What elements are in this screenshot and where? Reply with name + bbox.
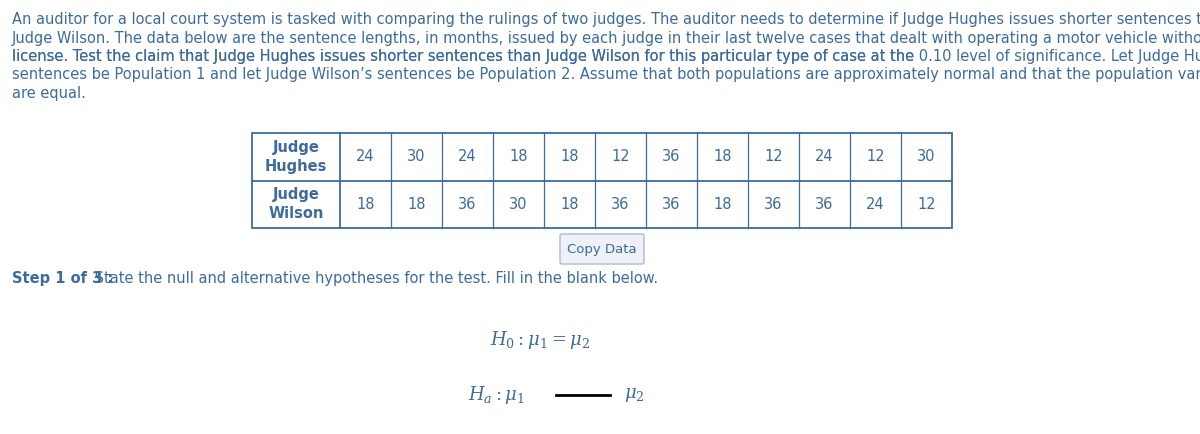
Text: 12: 12 [866,149,884,164]
Text: Judge Wilson. The data below are the sentence lengths, in months, issued by each: Judge Wilson. The data below are the sen… [12,30,1200,46]
Text: 18: 18 [713,149,732,164]
Text: 12: 12 [917,197,936,212]
Text: $\mu_2$: $\mu_2$ [624,386,644,404]
Text: 18: 18 [560,149,578,164]
Text: 36: 36 [662,149,680,164]
Text: 36: 36 [662,197,680,212]
Text: license. Test the claim that Judge Hughes issues shorter sentences than Judge Wi: license. Test the claim that Judge Hughe… [12,49,919,64]
Text: sentences be Population 1 and let Judge Wilson’s sentences be Population 2. Assu: sentences be Population 1 and let Judge … [12,68,1200,82]
Text: 36: 36 [815,197,834,212]
Text: 18: 18 [407,197,426,212]
Text: 36: 36 [611,197,630,212]
Text: are equal.: are equal. [12,86,86,101]
Text: 36: 36 [458,197,476,212]
Text: 36: 36 [764,197,782,212]
Text: $H_a : \mu_1$: $H_a : \mu_1$ [468,384,524,406]
Text: Copy Data: Copy Data [568,243,637,256]
FancyBboxPatch shape [560,234,644,264]
Text: 18: 18 [713,197,732,212]
Text: 24: 24 [866,197,884,212]
Text: 30: 30 [407,149,426,164]
Text: 12: 12 [611,149,630,164]
Bar [252,133,952,228]
Text: $H_0 : \mu_1 = \mu_2$: $H_0 : \mu_1 = \mu_2$ [490,329,590,351]
Text: 18: 18 [509,149,528,164]
Text: 24: 24 [815,149,834,164]
Text: 12: 12 [764,149,782,164]
Text: 24: 24 [356,149,374,164]
Text: license. Test the claim that Judge Hughes issues shorter sentences than Judge Wi: license. Test the claim that Judge Hughe… [12,49,1200,64]
Text: 30: 30 [917,149,936,164]
Text: Step 1 of 3 :: Step 1 of 3 : [12,270,113,286]
Text: 18: 18 [356,197,374,212]
Text: 24: 24 [458,149,476,164]
Text: 18: 18 [560,197,578,212]
Text: Judge
Hughes: Judge Hughes [265,140,328,174]
Text: State the null and alternative hypotheses for the test. Fill in the blank below.: State the null and alternative hypothese… [90,270,658,286]
Text: 30: 30 [509,197,528,212]
Text: Judge
Wilson: Judge Wilson [269,187,324,221]
Text: An auditor for a local court system is tasked with comparing the rulings of two : An auditor for a local court system is t… [12,12,1200,27]
